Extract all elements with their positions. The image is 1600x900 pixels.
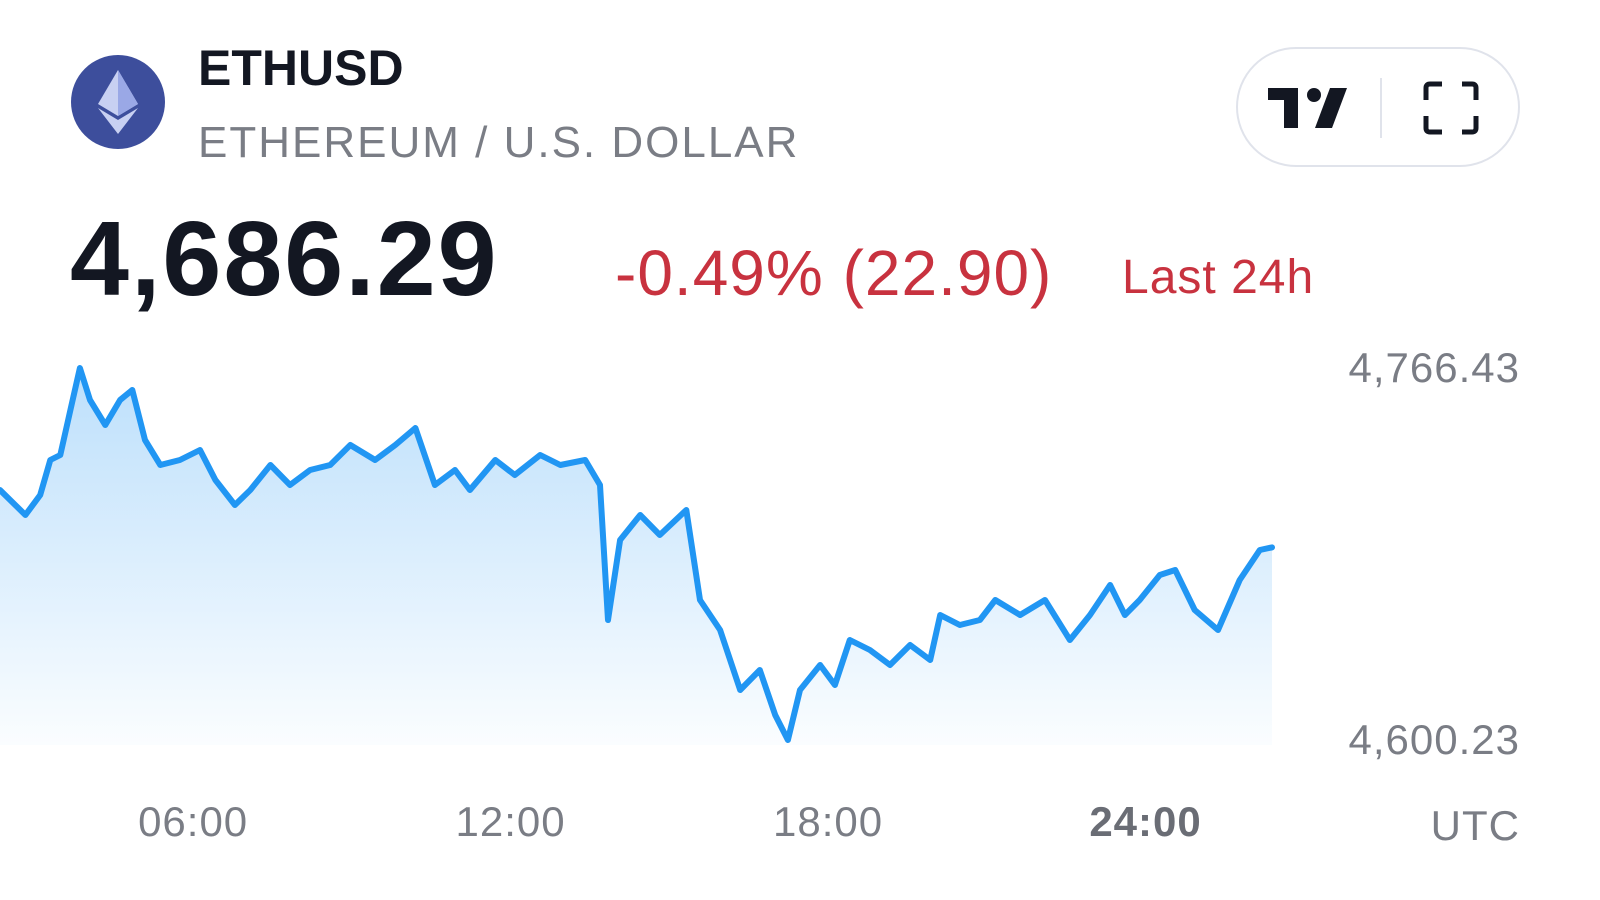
price: 4,686.29 [70, 200, 499, 318]
period: Last 24h [1122, 251, 1314, 304]
area-fill [0, 368, 1272, 745]
x-tick-label: 24:00 [1089, 798, 1201, 845]
timezone: UTC [1431, 802, 1520, 849]
description: ETHEREUM / U.S. DOLLAR [198, 118, 799, 167]
tradingview-logo[interactable] [1268, 88, 1347, 128]
price-line [0, 365, 1275, 743]
fullscreen-button[interactable] [1423, 81, 1479, 135]
x-tick-label: 12:00 [456, 798, 566, 845]
y-tick-label: 4,766.43 [1349, 344, 1521, 391]
toolbar [1236, 47, 1520, 167]
y-tick-label: 4,600.23 [1349, 716, 1521, 763]
x-tick-label: 18:00 [773, 798, 883, 845]
price-change: -0.49% (22.90) [615, 237, 1052, 309]
symbol: ETHUSD [198, 40, 404, 96]
eth-logo [71, 55, 165, 149]
x-tick-label: 06:00 [138, 798, 248, 845]
